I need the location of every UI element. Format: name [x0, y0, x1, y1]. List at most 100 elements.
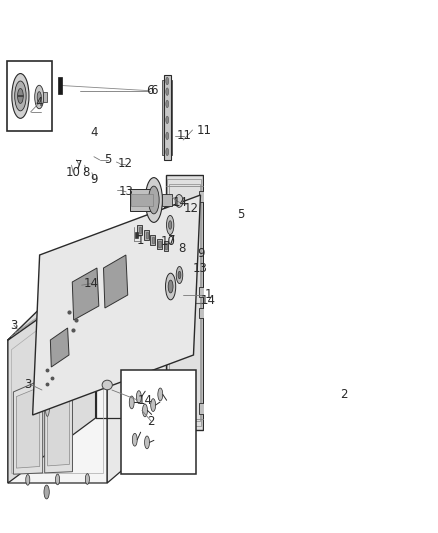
Bar: [166, 175, 203, 430]
Bar: [145, 230, 149, 240]
Bar: [43, 92, 47, 102]
Polygon shape: [50, 328, 69, 367]
Text: 13: 13: [119, 185, 134, 198]
Circle shape: [178, 271, 181, 279]
Ellipse shape: [175, 195, 183, 207]
Bar: [121, 370, 196, 474]
Bar: [151, 235, 155, 245]
Circle shape: [176, 266, 183, 284]
Circle shape: [158, 388, 163, 401]
Polygon shape: [8, 270, 107, 483]
Text: 4: 4: [35, 96, 43, 109]
Bar: [131, 193, 153, 206]
Circle shape: [168, 280, 173, 293]
Bar: [162, 193, 172, 206]
Bar: [131, 189, 154, 211]
Bar: [199, 308, 204, 319]
Bar: [162, 80, 164, 155]
Polygon shape: [33, 195, 201, 415]
Bar: [199, 191, 204, 201]
Circle shape: [35, 85, 44, 109]
Circle shape: [169, 221, 172, 229]
Circle shape: [145, 436, 149, 449]
Circle shape: [12, 74, 29, 118]
Text: 10: 10: [160, 236, 175, 248]
Bar: [145, 232, 148, 238]
Polygon shape: [8, 254, 95, 483]
Text: 1: 1: [137, 235, 144, 247]
Circle shape: [136, 391, 141, 403]
Circle shape: [85, 474, 89, 484]
Ellipse shape: [45, 384, 50, 416]
Circle shape: [166, 116, 169, 124]
Text: 2: 2: [147, 415, 155, 427]
Bar: [165, 243, 167, 249]
Text: 3: 3: [24, 378, 32, 392]
Text: 12: 12: [183, 201, 198, 214]
Text: 14: 14: [201, 294, 215, 306]
Text: 5: 5: [105, 154, 112, 166]
Bar: [139, 227, 141, 233]
Bar: [163, 241, 169, 252]
Circle shape: [166, 77, 169, 85]
Text: 1: 1: [205, 288, 212, 302]
Polygon shape: [103, 255, 128, 308]
Bar: [7, 61, 52, 131]
Circle shape: [129, 396, 134, 409]
Text: 9: 9: [198, 246, 205, 260]
Circle shape: [132, 433, 137, 446]
Circle shape: [26, 474, 30, 485]
Text: 10: 10: [66, 166, 81, 179]
Text: 6: 6: [146, 84, 154, 97]
Circle shape: [18, 88, 23, 103]
Circle shape: [166, 273, 176, 300]
Circle shape: [37, 92, 41, 102]
Circle shape: [145, 177, 162, 222]
Text: 5: 5: [237, 208, 244, 222]
Bar: [157, 239, 162, 249]
Circle shape: [151, 399, 155, 411]
Text: 9: 9: [91, 173, 98, 186]
Circle shape: [148, 186, 159, 214]
Circle shape: [166, 132, 169, 140]
Text: 6: 6: [150, 84, 158, 97]
Text: 2: 2: [340, 389, 348, 401]
Text: 3: 3: [10, 319, 18, 332]
Bar: [164, 75, 170, 160]
Circle shape: [44, 485, 49, 499]
Ellipse shape: [102, 380, 112, 390]
Bar: [167, 179, 201, 426]
Bar: [58, 77, 62, 94]
Text: 14: 14: [172, 196, 187, 209]
Text: 7: 7: [168, 233, 175, 246]
Circle shape: [15, 81, 26, 111]
Polygon shape: [48, 375, 70, 466]
Polygon shape: [72, 268, 99, 320]
Text: 4: 4: [90, 126, 98, 140]
Bar: [152, 237, 154, 243]
Circle shape: [166, 148, 169, 156]
Text: 13: 13: [193, 262, 208, 274]
Text: 7: 7: [75, 159, 83, 172]
Text: 11: 11: [176, 130, 191, 142]
Circle shape: [166, 215, 174, 235]
Polygon shape: [45, 366, 72, 473]
Bar: [169, 183, 200, 422]
Bar: [170, 80, 172, 155]
Polygon shape: [107, 188, 183, 483]
Bar: [135, 232, 138, 238]
Circle shape: [166, 100, 169, 108]
Text: 8: 8: [178, 241, 185, 254]
Text: 12: 12: [117, 157, 132, 170]
Circle shape: [166, 88, 169, 95]
Polygon shape: [16, 387, 40, 468]
Bar: [158, 241, 161, 247]
Text: 11: 11: [196, 124, 211, 136]
Text: 14: 14: [84, 277, 99, 290]
Bar: [138, 225, 142, 236]
Bar: [199, 403, 204, 414]
Circle shape: [56, 474, 60, 485]
Polygon shape: [8, 188, 183, 340]
Text: 8: 8: [82, 166, 89, 179]
Polygon shape: [14, 379, 42, 474]
